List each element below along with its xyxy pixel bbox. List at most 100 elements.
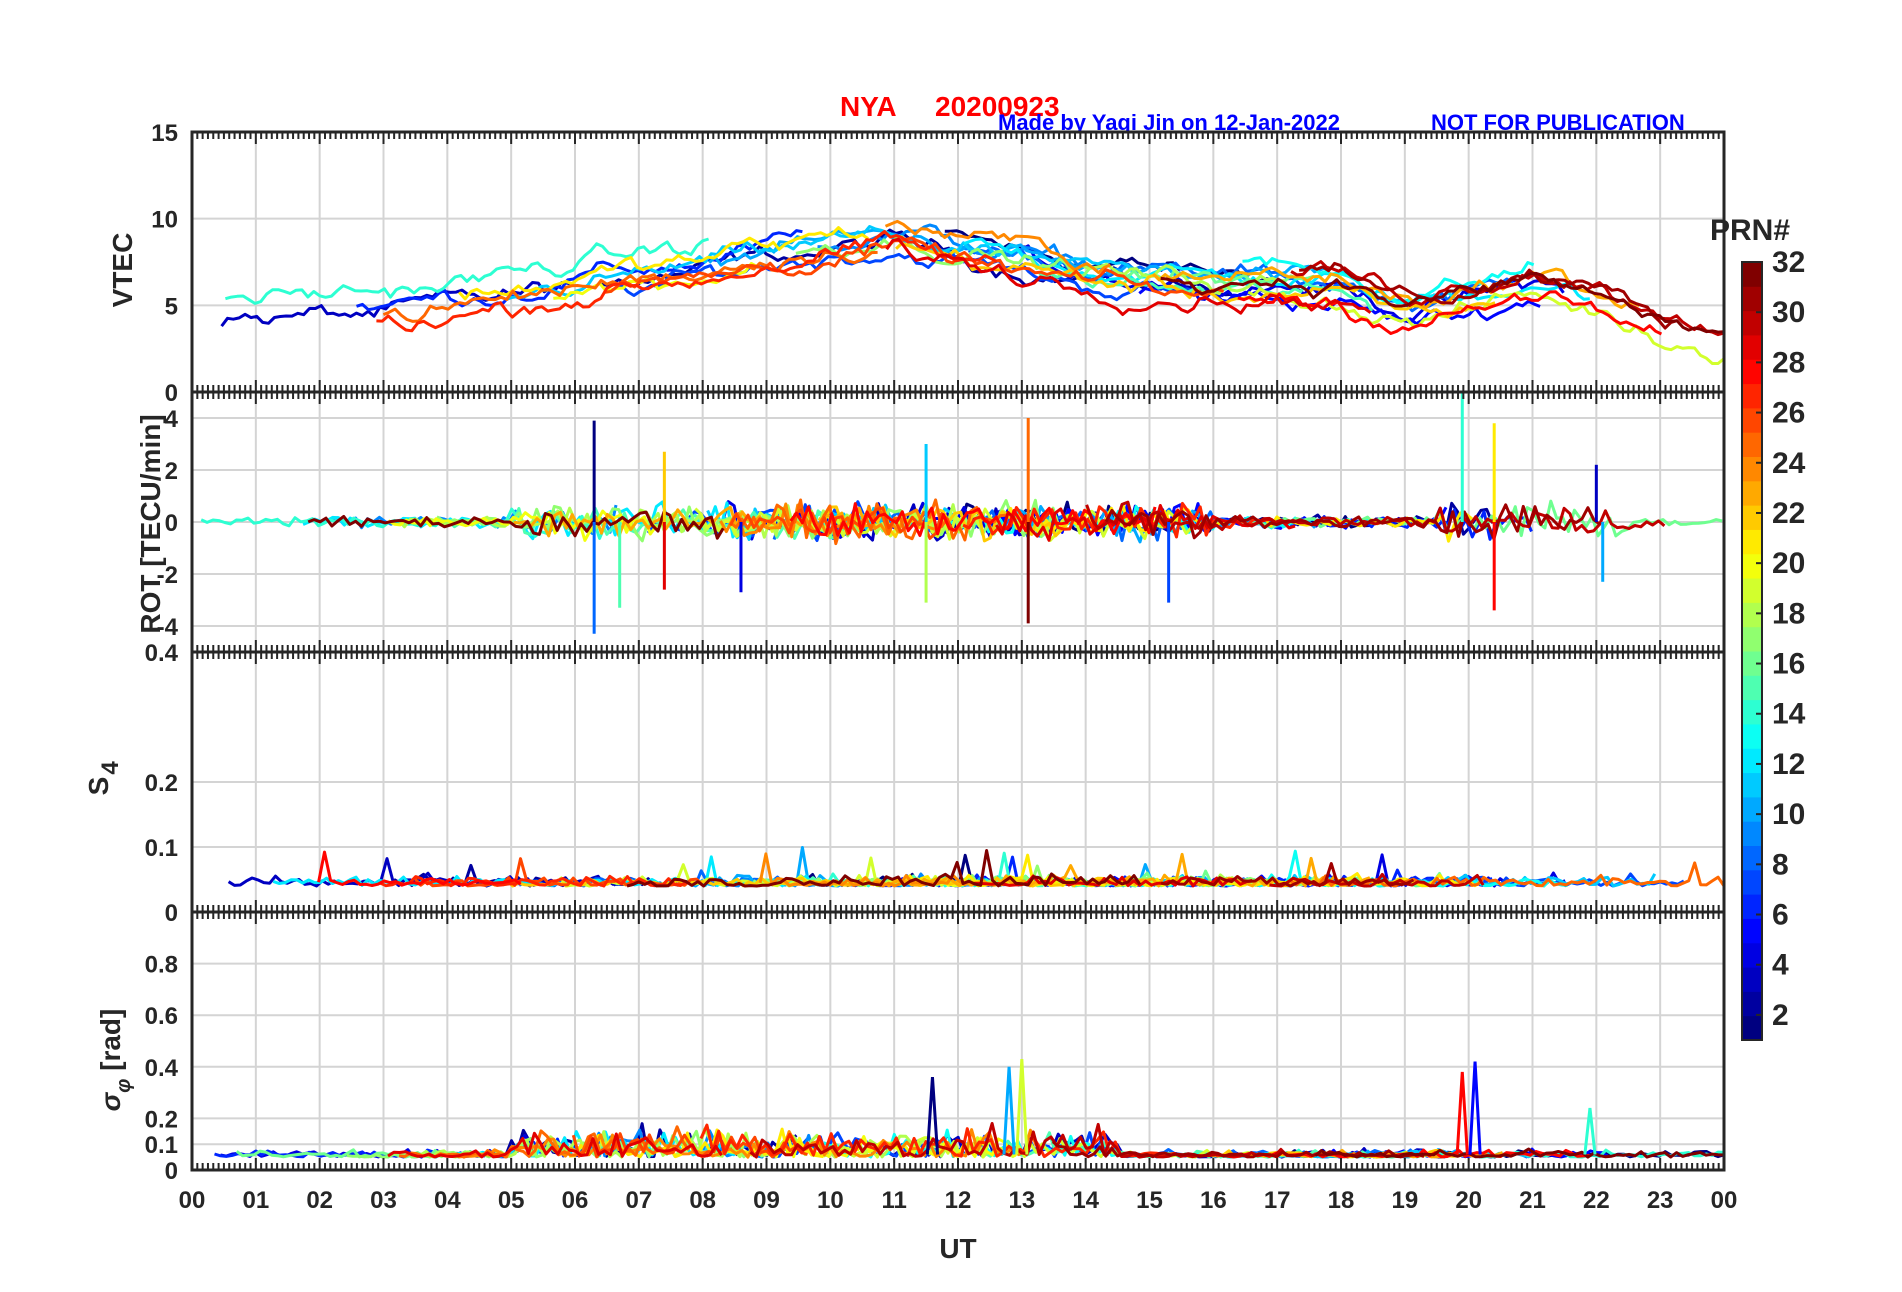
colorbar-band [1742,723,1762,749]
colorbar-tick-label: 16 [1772,648,1805,681]
colorbar-band [1742,456,1762,482]
chart-title-date: 20200923 [935,91,1060,122]
x-tick-label: 07 [625,1187,652,1214]
x-tick-label: 08 [689,1187,716,1214]
sigma_phi-y-tick-label: 0.1 [145,1132,178,1159]
colorbar-band [1742,529,1762,555]
colorbar-band [1742,967,1762,992]
rot-series-prn-31 [1104,503,1601,541]
colorbar-tick-label: 24 [1772,447,1806,480]
s4-ylabel-main: S [83,777,114,796]
vtec-series-prn-25 [382,250,878,323]
x-tick-label: 20 [1455,1187,1482,1214]
sigma_phi-y-tick-label: 0.8 [145,952,178,979]
rot-series-prn-30 [1085,500,1666,534]
sigma_phi-series-prn-32 [1314,1147,1725,1159]
rot-y-tick-label: 2 [165,458,178,485]
colorbar-tick-label: 2 [1772,999,1789,1032]
colorbar-tick-label: 28 [1772,346,1805,379]
vtec-y-tick-label: 5 [165,293,178,320]
vtec-series-prn-24 [884,219,1111,275]
vtec-ylabel: VTEC [107,233,138,308]
s4-y-tick-label: 0.1 [145,835,178,862]
x-tick-label: 14 [1072,1187,1099,1214]
x-tick-label: 16 [1200,1187,1227,1214]
sigma-phi-peak [1583,1107,1597,1155]
x-tick-label: 01 [242,1187,269,1214]
sigma-phi-peak [925,1077,940,1155]
colorbar-tick-label: 22 [1772,497,1805,530]
colorbar-band [1742,334,1762,360]
colorbar-band [1742,699,1762,725]
s4-y-tick-label: 0 [165,900,178,927]
vtec-series-prn-14 [225,237,710,305]
vtec-y-tick-label: 0 [165,380,178,407]
x-tick-label: 12 [945,1187,972,1214]
colorbar-band [1742,796,1762,822]
x-tick-label: 00 [1711,1187,1738,1214]
rot-y-tick-label: -2 [157,562,178,589]
x-tick-label: 17 [1264,1187,1291,1214]
sigma-phi-peak [1002,1066,1016,1155]
colorbar-band [1742,578,1762,603]
colorbar-tick-label: 4 [1772,949,1789,982]
x-tick-label: 15 [1136,1187,1163,1214]
sigma_phi-series-prn-24 [447,1128,1038,1159]
s4-series-prn-31 [1160,862,1415,888]
colorbar-band [1742,480,1762,506]
vtec-series-prn-6 [356,229,803,312]
colorbar-tick-label: 10 [1772,798,1805,831]
sigma-phi-peak [1015,1058,1029,1155]
colorbar-band [1742,748,1762,774]
sigma_phi-y-tick-label: 0.4 [145,1055,179,1082]
colorbar-band [1742,1015,1762,1041]
x-tick-label: 10 [817,1187,844,1214]
vtec-series-prn-26 [604,236,1225,298]
colorbar-band [1742,991,1762,1017]
vtec-series-prn-13 [1242,256,1535,305]
colorbar-tick-label: 18 [1772,597,1805,630]
colorbar-band [1742,505,1762,530]
colorbar-band [1742,407,1762,433]
sigma-phi-ylabel: σφ [rad] [95,1009,135,1112]
colorbar-label: PRN# [1710,214,1790,247]
colorbar-band [1742,821,1762,846]
x-tick-label: 22 [1583,1187,1610,1214]
x-tick-label: 09 [753,1187,780,1214]
colorbar-tick-label: 14 [1772,698,1806,731]
vtec-series-prn-32 [1160,271,1725,334]
colorbar-band [1742,310,1762,336]
sigma-phi-peak [1468,1061,1482,1155]
vtec-y-tick-label: 15 [151,120,178,147]
sigma-phi-peak [1455,1071,1469,1155]
colorbar-tick-label: 26 [1772,397,1805,430]
colorbar-band [1742,894,1762,919]
colorbar-tick-label: 20 [1772,547,1805,580]
x-tick-label: 06 [562,1187,589,1214]
sigma_phi-y-tick-label: 0.6 [145,1003,178,1030]
vtec-series-prn-18 [1082,262,1285,296]
x-tick-label: 23 [1647,1187,1674,1214]
rot-panel: -4 -2 0 2 4 [157,390,1726,654]
colorbar-band [1742,651,1762,676]
s4-panel: 0 0.1 0.2 0.4 [145,640,1726,927]
colorbar-band [1742,286,1762,312]
sigma-phi-panel: 00.10.2 0.4 0.6 0.8 [145,910,1726,1185]
sigma-phi-ylabel-text: σφ [rad] [95,1009,135,1112]
rot-series-prn-25 [729,498,1007,546]
colorbar-band [1742,918,1762,944]
rot-y-tick-label: 0 [165,510,178,537]
x-tick-label: 11 [881,1187,906,1214]
x-tick-label: 03 [370,1187,397,1214]
s4-ylabel-sub: 4 [97,761,124,775]
colorbar-band [1742,359,1762,385]
rot-series-prn-29 [995,504,1296,542]
x-tick-label: 21 [1519,1187,1546,1214]
colorbar-band [1742,626,1762,652]
chart-title-station: NYA [840,91,897,122]
vtec-series-prn-7 [615,251,1194,302]
vtec-y-tick-label: 10 [151,207,178,234]
vtec-series-prn-29 [885,237,1372,316]
